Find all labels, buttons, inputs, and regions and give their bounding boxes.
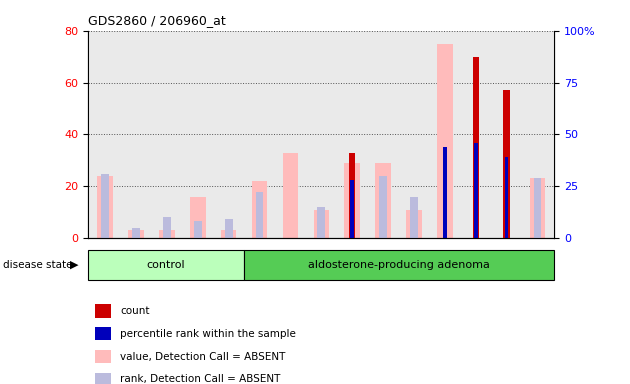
Bar [368, 31, 399, 238]
Bar [410, 197, 418, 238]
Bar [503, 90, 510, 238]
Bar [159, 230, 175, 238]
Bar [213, 31, 244, 238]
Bar [474, 143, 478, 238]
Bar [399, 31, 430, 238]
Bar [182, 31, 213, 238]
Bar [306, 31, 337, 238]
Bar [505, 157, 508, 238]
Bar [283, 152, 298, 238]
Bar [350, 180, 354, 238]
Bar [406, 210, 421, 238]
Bar [120, 31, 151, 238]
Bar [94, 350, 111, 363]
Bar [88, 250, 244, 280]
Text: control: control [147, 260, 185, 270]
Bar [491, 31, 522, 238]
Bar [379, 176, 387, 238]
Bar [94, 304, 111, 318]
Text: value, Detection Call = ABSENT: value, Detection Call = ABSENT [120, 351, 285, 361]
Bar [275, 31, 306, 238]
Bar [314, 210, 329, 238]
Bar [221, 230, 236, 238]
Bar [252, 181, 267, 238]
Bar [461, 31, 491, 238]
Bar [163, 217, 171, 238]
Bar [345, 163, 360, 238]
Bar [225, 219, 232, 238]
Text: percentile rank within the sample: percentile rank within the sample [120, 329, 296, 339]
Bar [94, 327, 111, 341]
Text: disease state: disease state [3, 260, 72, 270]
Bar [244, 250, 554, 280]
Bar [244, 31, 275, 238]
Bar [522, 31, 553, 238]
Bar [89, 31, 120, 238]
Bar [132, 228, 140, 238]
Bar [530, 179, 545, 238]
Text: count: count [120, 306, 150, 316]
Bar [190, 197, 205, 238]
Bar [129, 230, 144, 238]
Text: aldosterone-producing adenoma: aldosterone-producing adenoma [308, 260, 490, 270]
Bar [94, 372, 111, 384]
Bar [256, 192, 263, 238]
Bar [437, 44, 452, 238]
Bar [98, 176, 113, 238]
Bar [349, 152, 355, 238]
Bar [375, 163, 391, 238]
Bar [503, 176, 510, 238]
Text: rank, Detection Call = ABSENT: rank, Detection Call = ABSENT [120, 374, 280, 384]
Bar [430, 31, 461, 238]
Bar [101, 174, 109, 238]
Bar [534, 178, 541, 238]
Text: GDS2860 / 206960_at: GDS2860 / 206960_at [88, 14, 226, 27]
Bar [472, 56, 479, 238]
Bar [337, 31, 368, 238]
Text: ▶: ▶ [70, 260, 79, 270]
Bar [151, 31, 182, 238]
Bar [318, 207, 325, 238]
Bar [443, 147, 447, 238]
Bar [194, 222, 202, 238]
